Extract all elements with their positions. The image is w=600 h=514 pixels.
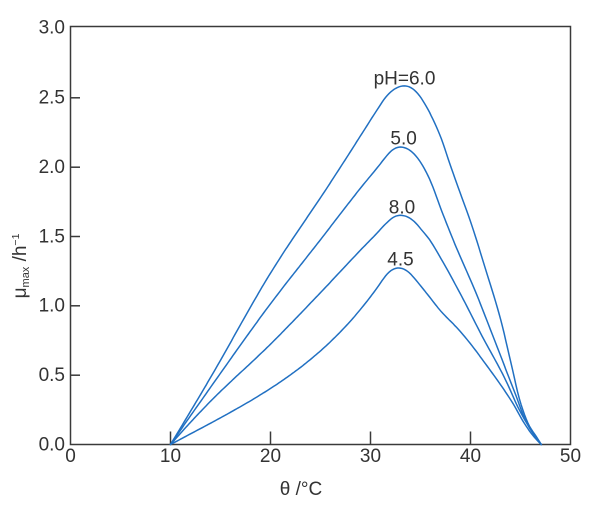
- svg-text:20: 20: [260, 446, 281, 467]
- svg-text:θ /°C: θ /°C: [280, 479, 322, 500]
- svg-text:40: 40: [460, 446, 481, 467]
- svg-text:0.0: 0.0: [39, 434, 65, 455]
- svg-text:10: 10: [160, 446, 181, 467]
- svg-text:3.0: 3.0: [39, 17, 65, 38]
- svg-text:30: 30: [360, 446, 381, 467]
- svg-text:1.0: 1.0: [39, 296, 65, 317]
- svg-text:pH=6.0: pH=6.0: [374, 69, 436, 90]
- svg-text:4.5: 4.5: [387, 250, 413, 271]
- svg-text:5.0: 5.0: [390, 129, 416, 150]
- svg-text:2.0: 2.0: [39, 157, 65, 178]
- svg-text:1.5: 1.5: [39, 226, 65, 247]
- svg-text:2.5: 2.5: [39, 88, 65, 109]
- svg-text:50: 50: [560, 446, 581, 467]
- svg-text:8.0: 8.0: [389, 198, 415, 219]
- svg-text:0: 0: [65, 446, 76, 467]
- svg-text:0.5: 0.5: [39, 365, 65, 386]
